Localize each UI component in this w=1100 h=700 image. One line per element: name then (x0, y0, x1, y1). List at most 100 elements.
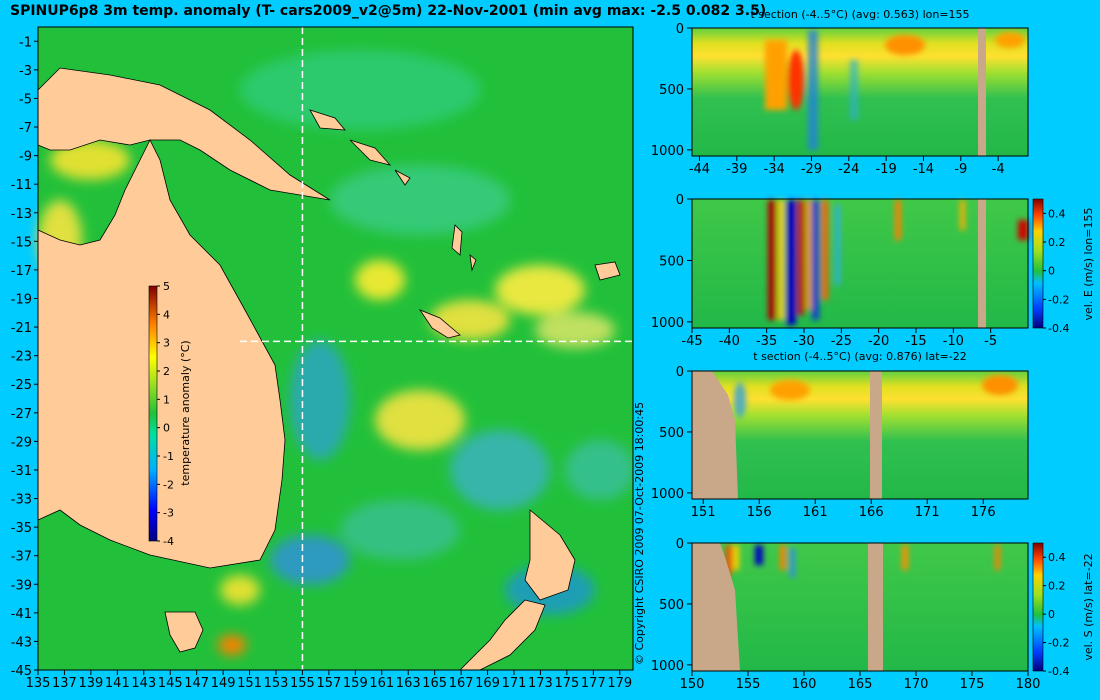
map-x-tick-label: 171 (502, 676, 527, 691)
map-colorbar (148, 285, 158, 542)
t-lon-x-tick-label: -19 (876, 162, 897, 177)
v-lon-x-tick-label: -10 (943, 334, 964, 349)
v-lon-colorbar-tick-label: 0.2 (1048, 236, 1066, 249)
map-colorbar-label: temperature anomaly (°C) (179, 340, 192, 485)
map-y-tick-label: -1 (19, 35, 32, 50)
map-y-tick-label: -19 (11, 292, 32, 307)
t-lat-features (734, 375, 1018, 418)
map-x-tick-label: 165 (422, 676, 447, 691)
new-caledonia (418, 309, 461, 339)
map-y-tick-label: -31 (11, 464, 32, 479)
map-x-tick-label: 151 (237, 676, 262, 691)
v-lat-y-tick-label: 500 (659, 598, 684, 613)
t-lon-x-tick-label: -34 (764, 162, 785, 177)
t-lon-x-tick-label: -9 (954, 162, 967, 177)
map-y-tick-label: -29 (11, 435, 32, 450)
map-x-tick-label: 149 (211, 676, 236, 691)
v-lat-x-tick-label: 155 (736, 677, 761, 692)
v-lon-x-tick-label: -5 (984, 334, 997, 349)
t-section-lat-title: t section (-4..5°C) (avg: 0.876) lat=-22 (753, 350, 966, 363)
new-guinea (37, 67, 331, 201)
t-lon-features (765, 30, 1025, 150)
t-lat-land-west (692, 371, 738, 499)
v-lon-colorbar-tick-label: 0.4 (1048, 207, 1066, 220)
map-colorbar-tick-label: -4 (163, 535, 174, 548)
map-y-axis: -1 -3 -5 -7 -9 -11 -13 -15 -17 -19 -21 -23 -25 -27 -29… (11, 35, 38, 679)
t-lon-x-tick-label: -24 (838, 162, 859, 177)
map-colorbar-tick-label: 4 (163, 308, 170, 321)
v-lon-x-tick-label: -20 (868, 334, 889, 349)
australia (37, 139, 286, 569)
t-lat-land-mid (870, 371, 882, 499)
v-lat-x-tick-label: 180 (1016, 677, 1041, 692)
map-colorbar-tick-label: 2 (163, 365, 170, 378)
tasmania (164, 611, 204, 653)
v-lon-frame (691, 198, 1029, 329)
map-colorbar-tick-label: 1 (163, 393, 170, 406)
map-frame (37, 26, 634, 671)
v-lon-colorbar (1032, 198, 1044, 329)
v-lon-x-tick-label: -15 (905, 334, 926, 349)
map-y-tick-label: -7 (19, 121, 32, 136)
v-lon-field (692, 199, 1028, 328)
map-y-tick-label: -35 (11, 521, 32, 536)
map-y-tick-label: -21 (11, 321, 32, 336)
v-lat-x-tick-label: 165 (848, 677, 873, 692)
t-lat-frame (691, 370, 1029, 500)
v-lat-y-tick-label: 0 (676, 537, 684, 552)
v-lon-colorbar-tick-label: -0.2 (1048, 293, 1069, 306)
map-colorbar-tick-label: 5 (163, 280, 170, 293)
map-y-tick-label: -45 (11, 664, 32, 679)
map-land (37, 67, 621, 671)
map-x-tick-label: 153 (264, 676, 289, 691)
v-lon-land (978, 199, 986, 328)
t-lat-x-tick-label: 161 (803, 505, 828, 520)
v-lat-land-west (692, 543, 740, 671)
t-lat-y-tick-label: 500 (659, 426, 684, 441)
v-lon-y-tick-label: 500 (659, 254, 684, 269)
t-lon-x-tick-label: -14 (913, 162, 934, 177)
t-section-lon-title: t section (-4..5°C) (avg: 0.563) lon=155 (750, 8, 969, 21)
map-x-tick-label: 163 (396, 676, 421, 691)
map-y-tick-label: -17 (11, 264, 32, 279)
v-lat-colorbar-tick-label: 0.2 (1048, 580, 1066, 593)
t-lon-frame (691, 27, 1029, 157)
map-y-tick-label: -37 (11, 550, 32, 565)
t-lat-x-tick-label: 171 (915, 505, 940, 520)
map-x-axis: 135 137 139 141 143 145 147 149 151 153 155 157 159 1… (26, 670, 632, 691)
map-x-tick-label: 177 (581, 676, 606, 691)
map-colorbar-tick-label: -2 (163, 478, 174, 491)
map-x-tick-label: 179 (607, 676, 632, 691)
v-lon-colorbar-label: vel. E (m/s) lon=155 (1082, 208, 1095, 321)
v-lat-x-tick-label: 150 (680, 677, 705, 692)
map-y-tick-label: -27 (11, 407, 32, 422)
t-section-lat-panel: t section (-4..5°C) (avg: 0.876) lat=-22… (651, 350, 1029, 520)
v-lon-y-tick-label: 1000 (651, 316, 684, 331)
map-colorbar-tick-label: 3 (163, 337, 170, 350)
v-lat-colorbar-tick-label: -0.4 (1048, 665, 1069, 678)
t-lat-x-tick-label: 166 (859, 505, 884, 520)
v-lon-x-tick-label: -45 (681, 334, 702, 349)
t-section-lon-panel: t section (-4..5°C) (avg: 0.563) lon=155… (651, 8, 1029, 177)
map-panel: 135 137 139 141 143 145 147 149 151 153 155 157 159 1… (11, 26, 635, 691)
t-lon-x-tick-label: -44 (689, 162, 710, 177)
map-y-tick-label: -43 (11, 635, 32, 650)
map-x-tick-label: 135 (26, 676, 51, 691)
t-lon-x-tick-label: -4 (992, 162, 1005, 177)
v-lon-y-tick-label: 0 (676, 193, 684, 208)
v-lat-features (726, 545, 1000, 578)
main-title: SPINUP6p8 3m temp. anomaly (T- cars2009_… (10, 3, 766, 19)
v-lat-colorbar-label: vel. S (m/s) lat=-22 (1082, 553, 1095, 660)
v-lon-x-tick-label: -30 (793, 334, 814, 349)
v-lat-x-tick-label: 175 (960, 677, 985, 692)
map-y-tick-label: -33 (11, 493, 32, 508)
map-y-tick-label: -39 (11, 578, 32, 593)
map-x-tick-label: 159 (343, 676, 368, 691)
v-lat-y-tick-label: 1000 (651, 659, 684, 674)
map-y-tick-label: -9 (19, 150, 32, 165)
map-colorbar-tick-label: 0 (163, 422, 170, 435)
t-lat-x-tick-label: 151 (691, 505, 716, 520)
map-x-tick-label: 161 (369, 676, 394, 691)
map-x-tick-label: 147 (184, 676, 209, 691)
v-lon-colorbar-tick-label: -0.4 (1048, 322, 1069, 335)
